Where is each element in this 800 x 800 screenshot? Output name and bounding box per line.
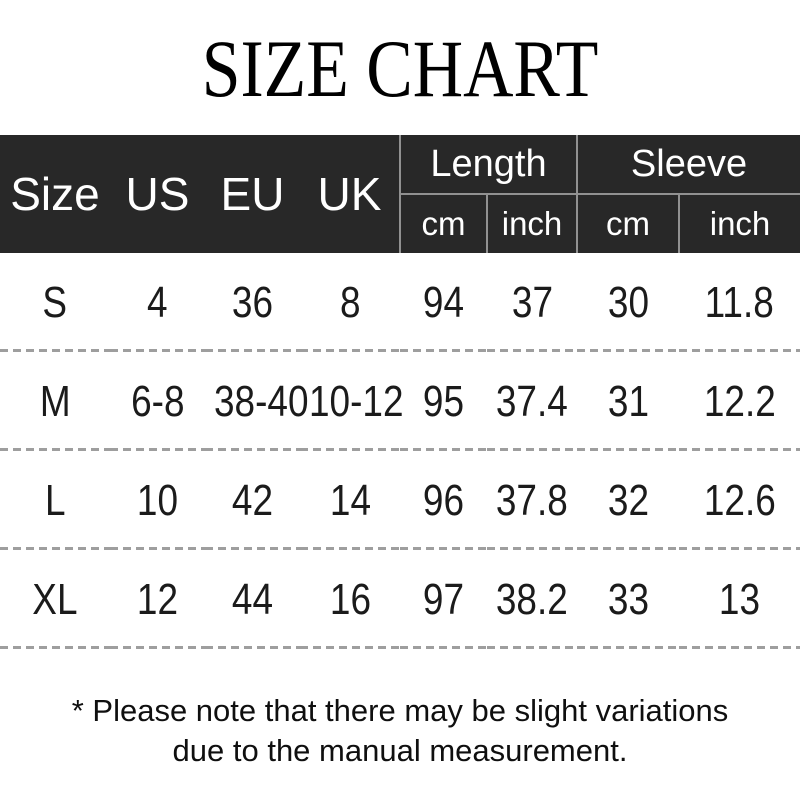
cell-length-cm: 96: [400, 451, 487, 550]
cell-us: 4: [110, 253, 205, 352]
cell-value: 95: [422, 376, 465, 426]
cell-length-inch: 37: [487, 253, 578, 352]
cell-value: 37: [511, 277, 553, 327]
cell-value: 4: [147, 277, 168, 327]
cell-value: 10: [136, 475, 179, 525]
cell-value: 12: [136, 574, 179, 624]
table-row: XL 12 44 16 97 38.2 33 13: [0, 550, 800, 649]
cell-value: 13: [718, 574, 761, 624]
cell-value: 8: [339, 277, 361, 327]
cell-sleeve-inch: 12.6: [679, 451, 800, 550]
cell-uk: 10-12: [300, 352, 404, 451]
size-chart-table: Size US EU UK Length Sleeve cm inch cm i…: [0, 135, 800, 649]
measurement-note-line2: due to the manual measurement.: [172, 733, 628, 768]
cell-value: 12.6: [703, 475, 776, 525]
cell-sleeve-inch: 13: [679, 550, 800, 649]
cell-value: 32: [607, 475, 649, 525]
measurement-note-line1: * Please note that there may be slight v…: [71, 693, 729, 728]
cell-value: 6-8: [130, 376, 185, 426]
cell-value: 33: [607, 574, 649, 624]
col-header-us: US: [110, 135, 205, 253]
table-row: S 4 36 8 94 37 30 11.8: [0, 253, 800, 352]
col-header-length-inch: inch: [485, 194, 578, 253]
cell-eu: 38-40: [205, 352, 309, 451]
cell-value: 42: [231, 475, 274, 525]
cell-eu: 44: [205, 550, 300, 649]
cell-size: M: [0, 352, 110, 451]
table-header: Size US EU UK Length Sleeve cm inch cm i…: [0, 135, 800, 253]
cell-size: L: [0, 451, 110, 550]
table-row: M 6-8 38-40 10-12 95 37.4 31 12.2: [0, 352, 800, 451]
cell-value: 14: [329, 475, 371, 525]
col-header-sleeve-inch: inch: [678, 194, 800, 253]
cell-value: 37.8: [496, 475, 568, 525]
col-group-sleeve: Sleeve: [576, 135, 800, 195]
col-header-uk: UK: [300, 135, 400, 253]
cell-length-cm: 95: [400, 352, 487, 451]
cell-value: 12.2: [703, 376, 776, 426]
header-row-units: cm inch cm inch: [0, 194, 800, 253]
col-header-size: Size: [0, 135, 110, 253]
cell-uk: 14: [300, 451, 400, 550]
cell-value: M: [39, 376, 71, 426]
col-header-sleeve-cm: cm: [576, 194, 680, 253]
header-row-main: Size US EU UK Length Sleeve: [0, 135, 800, 253]
cell-value: 96: [422, 475, 465, 525]
cell-length-cm: 97: [400, 550, 487, 649]
cell-size: XL: [0, 550, 110, 649]
cell-value: 97: [422, 574, 465, 624]
cell-uk: 8: [300, 253, 400, 352]
cell-value: 44: [231, 574, 274, 624]
cell-value: 38-40: [214, 376, 309, 426]
cell-eu: 36: [205, 253, 300, 352]
cell-value: 37.4: [496, 376, 568, 426]
cell-sleeve-cm: 30: [577, 253, 680, 352]
cell-value: 30: [607, 277, 649, 327]
cell-length-inch: 37.4: [487, 352, 578, 451]
cell-value: XL: [32, 574, 78, 624]
cell-value: 36: [231, 277, 274, 327]
cell-size: S: [0, 253, 110, 352]
cell-length-cm: 94: [400, 253, 487, 352]
cell-us: 10: [110, 451, 205, 550]
cell-length-inch: 37.8: [487, 451, 578, 550]
table-row: L 10 42 14 96 37.8 32 12.6: [0, 451, 800, 550]
cell-sleeve-inch: 11.8: [679, 253, 800, 352]
measurement-note: * Please note that there may be slight v…: [0, 691, 800, 771]
cell-us: 6-8: [110, 352, 205, 451]
cell-sleeve-cm: 33: [577, 550, 680, 649]
cell-sleeve-inch: 12.2: [679, 352, 800, 451]
cell-value: S: [42, 277, 68, 327]
cell-sleeve-cm: 31: [577, 352, 680, 451]
cell-length-inch: 38.2: [487, 550, 578, 649]
cell-eu: 42: [205, 451, 300, 550]
cell-value: L: [44, 475, 66, 525]
cell-value: 16: [329, 574, 371, 624]
cell-sleeve-cm: 32: [577, 451, 680, 550]
col-header-eu: EU: [205, 135, 300, 253]
col-header-length-cm: cm: [399, 194, 487, 253]
cell-value: 10-12: [309, 376, 404, 426]
cell-value: 38.2: [496, 574, 568, 624]
col-group-length: Length: [398, 135, 578, 195]
cell-value: 94: [422, 277, 465, 327]
cell-value: 11.8: [704, 277, 775, 327]
cell-uk: 16: [300, 550, 400, 649]
page-title: SIZE CHART: [201, 23, 599, 114]
cell-us: 12: [110, 550, 205, 649]
cell-value: 31: [607, 376, 649, 426]
table-body: S 4 36 8 94 37 30 11.8 M 6-8 38-40 10-12…: [0, 253, 800, 649]
